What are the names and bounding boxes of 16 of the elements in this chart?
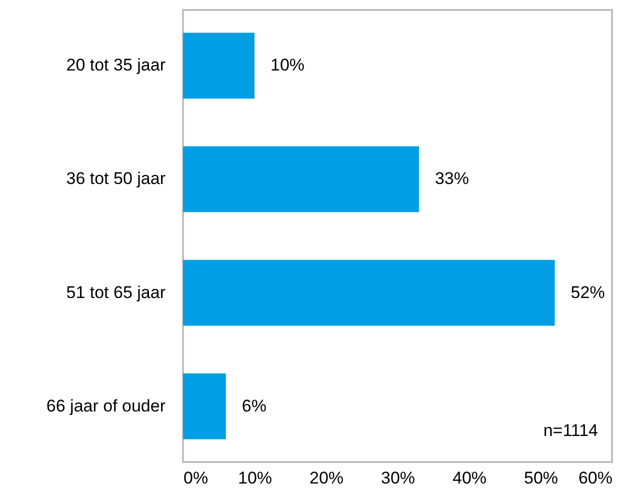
y-tick-label: 20 tot 35 jaar [66,56,166,75]
x-tick-label: 60% [578,468,612,488]
y-tick-label: 36 tot 50 jaar [66,169,166,188]
data-label: 10% [270,56,305,75]
x-tick-label: 20% [309,468,344,488]
x-tick-label: 10% [238,468,272,488]
data-label: 6% [242,396,266,416]
data-label: 52% [570,282,605,302]
annotation: n=1114 [543,421,598,440]
data-label: 33% [434,169,469,188]
x-tick-label: 50% [524,468,558,488]
x-tick-label: 30% [380,468,416,488]
x-tick-label: 0% [184,468,208,488]
x-tick-label: 40% [452,468,487,488]
y-tick-label: 51 tot 65 jaar [66,282,166,302]
y-tick-label: 66 jaar of ouder [46,396,166,416]
